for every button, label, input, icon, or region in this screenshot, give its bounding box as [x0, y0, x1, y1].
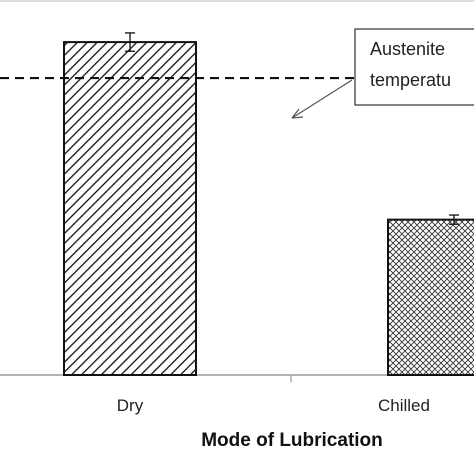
- x-axis-title: Mode of Lubrication: [201, 430, 383, 451]
- error-bar-dry: [125, 32, 135, 52]
- bar-dry: [63, 41, 197, 377]
- annotation-line-1: Austenite: [370, 39, 445, 59]
- annotation-line-2: temperatu: [370, 70, 451, 90]
- x-tick-label-dry: Dry: [117, 396, 144, 415]
- bars-layer: [63, 32, 474, 377]
- error-bar-chilled: [449, 214, 459, 225]
- x-tick-label-chilled: Chilled: [378, 396, 430, 415]
- annotation-box: [354, 28, 474, 106]
- annotation-arrow: [291, 79, 353, 119]
- bar-chilled: [387, 218, 474, 376]
- annotation-arrowhead: [291, 108, 304, 119]
- x-tick-labels: Dry Chilled: [117, 396, 430, 415]
